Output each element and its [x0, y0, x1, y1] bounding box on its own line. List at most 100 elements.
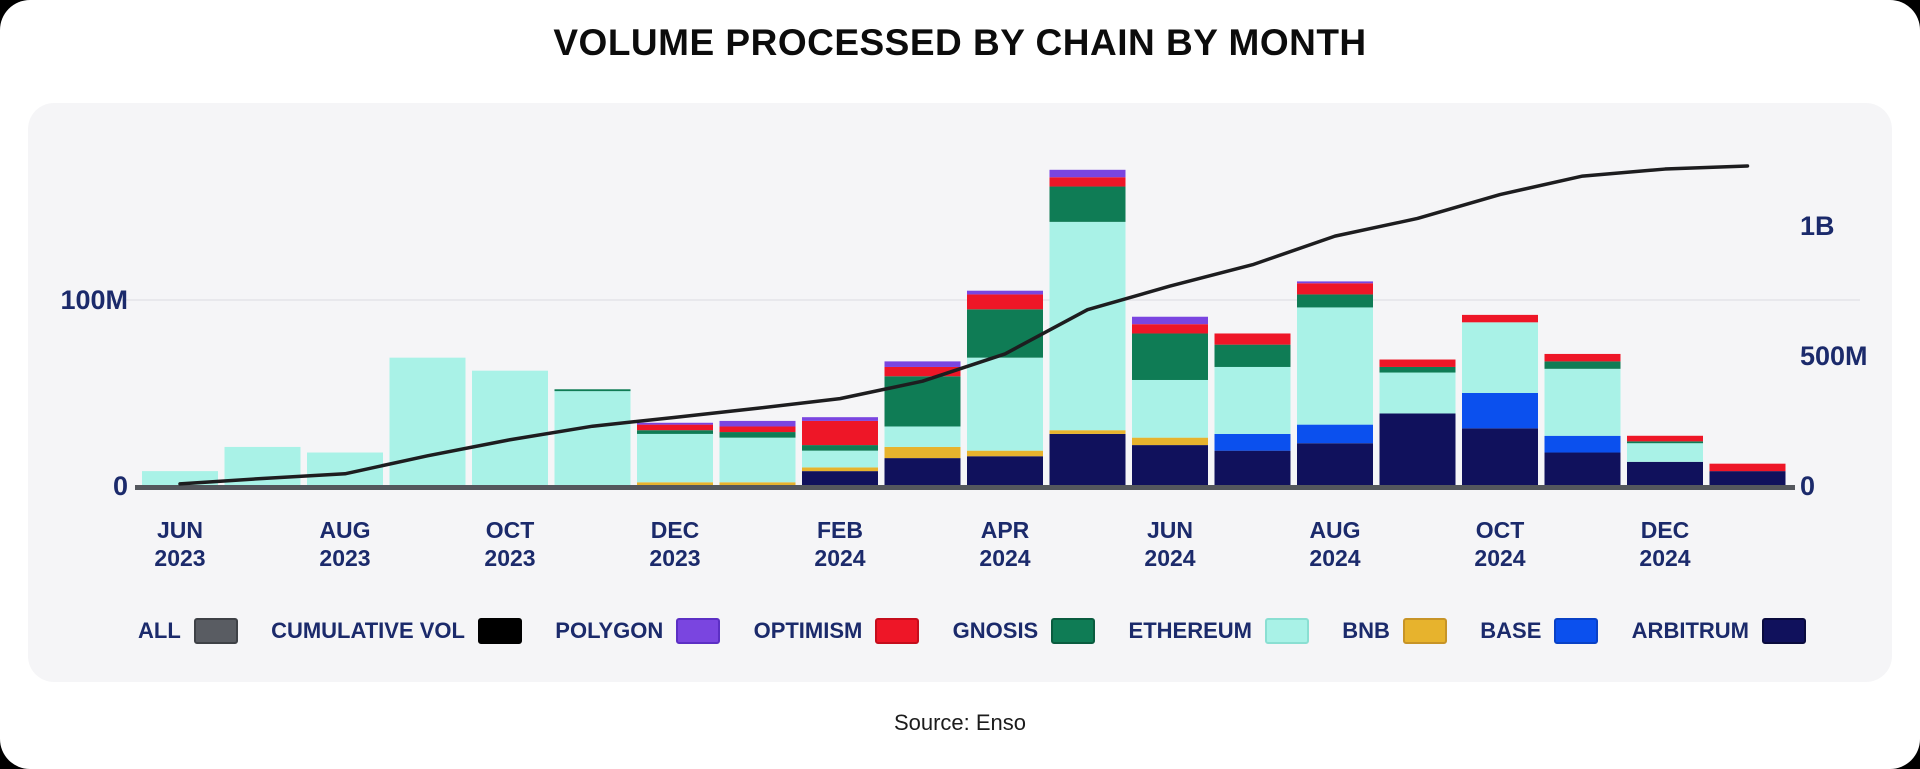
bar-segment-arbitrum-jan-2025[interactable]: [1709, 471, 1786, 486]
bar-segment-base-aug-2024[interactable]: [1297, 424, 1373, 444]
bar-segment-gnosis-mar-2024[interactable]: [884, 376, 961, 427]
cumulative-line: [178, 164, 1750, 486]
bar-segment-ethereum-jul-2024[interactable]: [1214, 366, 1291, 434]
chart-canvas[interactable]: [28, 103, 1892, 682]
bar-segment-optimism-jan-2024[interactable]: [719, 426, 796, 433]
bar-segment-arbitrum-dec-2024[interactable]: [1627, 461, 1703, 486]
bar-segment-arbitrum-sep-2024[interactable]: [1379, 413, 1456, 486]
bar-segment-optimism-jul-2024[interactable]: [1214, 333, 1291, 345]
bar-segment-optimism-apr-2024[interactable]: [967, 294, 1043, 310]
bar-segment-optimism-may-2024[interactable]: [1049, 177, 1126, 187]
bar-segment-gnosis-sep-2024[interactable]: [1379, 366, 1456, 373]
bar-segment-arbitrum-jun-2024[interactable]: [1132, 445, 1208, 486]
bar-segment-gnosis-nov-2023[interactable]: [554, 389, 631, 392]
bar-segment-polygon-may-2024[interactable]: [1049, 169, 1126, 178]
bar-segment-bnb-jun-2024[interactable]: [1132, 437, 1208, 446]
x-axis-line: [135, 485, 1795, 490]
bar-segment-ethereum-oct-2024[interactable]: [1462, 322, 1538, 393]
bar-segment-ethereum-aug-2024[interactable]: [1297, 307, 1373, 425]
bar-segment-gnosis-apr-2024[interactable]: [967, 309, 1043, 358]
bar-segment-polygon-jan-2024[interactable]: [719, 420, 796, 427]
bar-segment-optimism-sep-2024[interactable]: [1379, 359, 1456, 367]
legend-item-optimism[interactable]: OPTIMISM: [754, 618, 920, 644]
bar-segment-optimism-jun-2024[interactable]: [1132, 324, 1208, 334]
legend: ALL CUMULATIVE VOL POLYGON OPTIMISM GNOSIS ET…: [138, 610, 1806, 652]
bar-segment-arbitrum-jul-2024[interactable]: [1214, 450, 1291, 486]
bar-segment-bnb-dec-2023[interactable]: [637, 482, 713, 486]
bar-segment-arbitrum-aug-2024[interactable]: [1297, 443, 1373, 486]
bar-segment-ethereum-may-2024[interactable]: [1049, 221, 1126, 431]
bar-segment-optimism-aug-2024[interactable]: [1297, 283, 1373, 295]
bar-segment-polygon-mar-2024[interactable]: [884, 361, 961, 367]
bar-segment-optimism-jan-2025[interactable]: [1709, 463, 1786, 472]
bar-segment-gnosis-nov-2024[interactable]: [1544, 361, 1621, 369]
legend-item-cumulative-vol[interactable]: CUMULATIVE VOL: [271, 618, 522, 644]
bar-segment-gnosis-may-2024[interactable]: [1049, 186, 1126, 222]
right-axis-tick-0: 0: [1800, 471, 1816, 501]
bar-segment-ethereum-oct-2023[interactable]: [472, 370, 548, 486]
bar-segment-arbitrum-oct-2024[interactable]: [1462, 428, 1538, 486]
bar-segment-polygon-feb-2024[interactable]: [802, 417, 878, 421]
bar-segment-optimism-dec-2023[interactable]: [637, 424, 713, 431]
bar-segment-arbitrum-feb-2024[interactable]: [802, 471, 878, 486]
bar-segment-base-jul-2024[interactable]: [1214, 433, 1291, 451]
legend-swatch-base: [1554, 618, 1599, 644]
bar-segment-ethereum-dec-2024[interactable]: [1627, 443, 1703, 462]
bar-segment-optimism-mar-2024[interactable]: [884, 366, 961, 377]
bar-segment-optimism-oct-2024[interactable]: [1462, 314, 1538, 323]
bar-segment-bnb-feb-2024[interactable]: [802, 467, 878, 472]
bar-segment-gnosis-jan-2024[interactable]: [719, 432, 796, 438]
bar-segment-bnb-may-2024[interactable]: [1049, 430, 1126, 434]
bar-segment-arbitrum-apr-2024[interactable]: [967, 456, 1043, 486]
legend-item-base[interactable]: BASE: [1480, 618, 1599, 644]
bar-segment-polygon-aug-2024[interactable]: [1297, 281, 1373, 284]
bar-segment-gnosis-dec-2024[interactable]: [1627, 441, 1703, 444]
bar-segment-arbitrum-mar-2024[interactable]: [884, 458, 961, 486]
bar-segment-gnosis-feb-2024[interactable]: [802, 445, 878, 451]
x-tick-year: 2024: [1474, 545, 1526, 571]
legend-item-polygon[interactable]: POLYGON: [555, 618, 721, 644]
bar-segment-optimism-feb-2024[interactable]: [802, 420, 878, 446]
right-axis-tick-1b: 1B: [1800, 211, 1835, 241]
bar-segment-gnosis-jul-2024[interactable]: [1214, 344, 1291, 367]
bar-segment-bnb-apr-2024[interactable]: [967, 450, 1043, 457]
legend-item-bnb[interactable]: BNB: [1342, 618, 1447, 644]
legend-item-arbitrum[interactable]: ARBITRUM: [1632, 618, 1806, 644]
bar-segment-arbitrum-may-2024[interactable]: [1049, 433, 1126, 486]
bar-segment-polygon-dec-2023[interactable]: [637, 422, 713, 425]
bar-segment-ethereum-feb-2024[interactable]: [802, 450, 878, 468]
legend-swatch-polygon: [676, 618, 721, 644]
x-tick-month: DEC: [650, 517, 700, 543]
bar-segment-ethereum-sep-2024[interactable]: [1379, 372, 1456, 414]
x-tick-month: OCT: [485, 517, 535, 543]
bar-segment-bnb-mar-2024[interactable]: [884, 446, 961, 459]
bar-segment-ethereum-jan-2024[interactable]: [719, 437, 796, 483]
bar-segment-optimism-nov-2024[interactable]: [1544, 353, 1621, 362]
bar-segment-bnb-jan-2024[interactable]: [719, 482, 796, 486]
bar-segment-ethereum-nov-2024[interactable]: [1544, 368, 1621, 436]
x-tick-month: AUG: [319, 517, 371, 543]
bar-segment-ethereum-mar-2024[interactable]: [884, 426, 961, 447]
bar-segment-ethereum-apr-2024[interactable]: [967, 357, 1043, 451]
bar-segment-polygon-jun-2024[interactable]: [1132, 316, 1208, 325]
legend-item-gnosis[interactable]: GNOSIS: [953, 618, 1096, 644]
legend-item-all[interactable]: ALL: [138, 618, 238, 644]
bar-segment-base-nov-2024[interactable]: [1544, 435, 1621, 453]
bar-segment-polygon-apr-2024[interactable]: [967, 290, 1043, 295]
bar-segment-gnosis-jun-2024[interactable]: [1132, 333, 1208, 380]
bar-segment-ethereum-jun-2024[interactable]: [1132, 379, 1208, 438]
x-tick-year: 2024: [979, 545, 1031, 571]
bar-segment-gnosis-dec-2023[interactable]: [637, 430, 713, 434]
x-tick-year: 2024: [814, 545, 866, 571]
bar-segment-ethereum-nov-2023[interactable]: [554, 391, 631, 486]
bar-segment-gnosis-aug-2024[interactable]: [1297, 294, 1373, 308]
legend-label-base: BASE: [1480, 618, 1542, 643]
bar-segment-base-oct-2024[interactable]: [1462, 393, 1538, 429]
bar-segment-ethereum-sep-2023[interactable]: [389, 357, 466, 486]
legend-item-ethereum[interactable]: ETHEREUM: [1129, 618, 1309, 644]
chart-title: VOLUME PROCESSED BY CHAIN BY MONTH: [553, 22, 1367, 63]
bar-segment-ethereum-dec-2023[interactable]: [637, 433, 713, 483]
x-axis-tick-aug-2023: AUG 2023: [285, 516, 405, 572]
bar-segment-optimism-dec-2024[interactable]: [1627, 435, 1703, 442]
bar-segment-arbitrum-nov-2024[interactable]: [1544, 452, 1621, 486]
